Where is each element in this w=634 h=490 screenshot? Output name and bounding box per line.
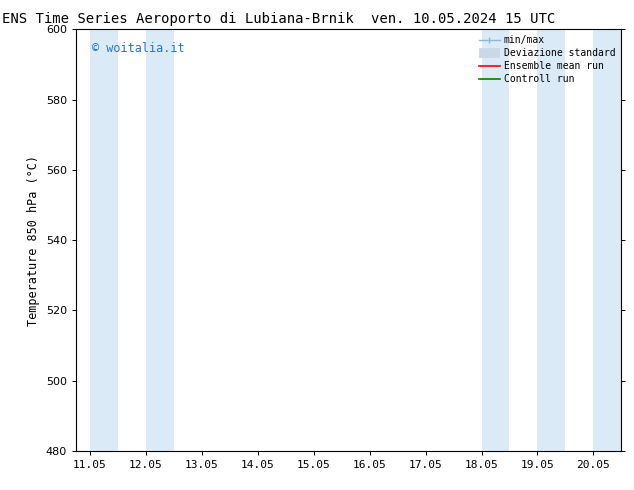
Legend: min/max, Deviazione standard, Ensemble mean run, Controll run: min/max, Deviazione standard, Ensemble m… bbox=[475, 31, 619, 88]
Bar bbox=[481, 29, 510, 451]
Text: ven. 10.05.2024 15 UTC: ven. 10.05.2024 15 UTC bbox=[371, 12, 555, 26]
Bar bbox=[593, 29, 621, 451]
Bar bbox=[90, 29, 118, 451]
Y-axis label: Temperature 850 hPa (°C): Temperature 850 hPa (°C) bbox=[27, 155, 40, 325]
Text: © woitalia.it: © woitalia.it bbox=[93, 42, 185, 55]
Text: ENS Time Series Aeroporto di Lubiana-Brnik: ENS Time Series Aeroporto di Lubiana-Brn… bbox=[2, 12, 353, 26]
Bar bbox=[146, 29, 174, 451]
Bar bbox=[538, 29, 566, 451]
